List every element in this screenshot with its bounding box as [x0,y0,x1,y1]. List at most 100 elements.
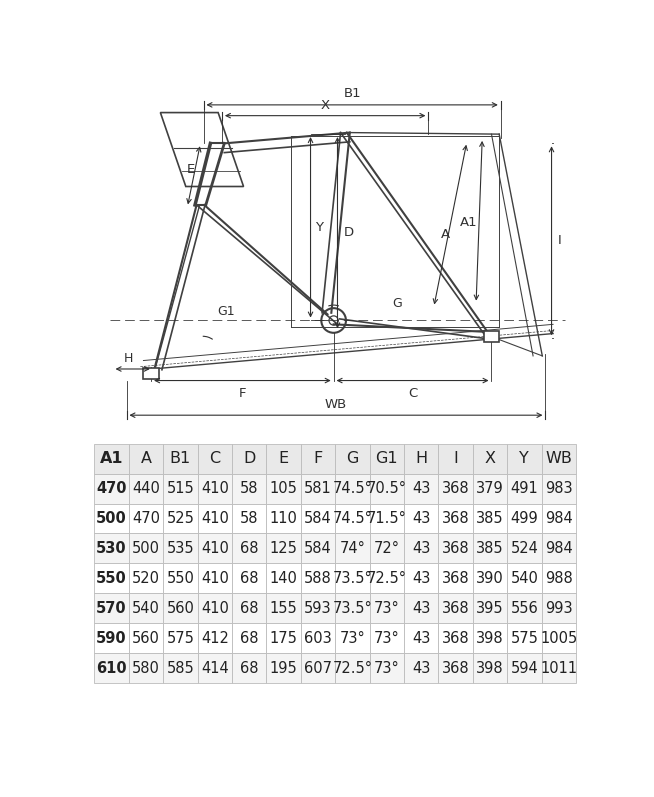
Bar [438,444,473,473]
Text: 410: 410 [201,541,229,556]
Bar [198,444,232,473]
Text: 410: 410 [201,601,229,616]
Bar [198,654,232,683]
Text: 71.5°: 71.5° [367,511,407,526]
Text: 584: 584 [304,541,332,556]
Bar [404,654,438,683]
Text: I: I [558,234,561,247]
Text: 500: 500 [96,511,127,526]
Text: 530: 530 [96,541,127,556]
Bar [301,593,336,623]
Text: 43: 43 [412,541,430,556]
Bar [404,473,438,504]
Text: 43: 43 [412,511,430,526]
Text: A1: A1 [460,216,477,230]
Bar [404,623,438,654]
Bar [473,504,507,533]
Text: D: D [343,226,354,239]
Bar [94,654,129,683]
Bar [198,504,232,533]
Bar [438,654,473,683]
Text: I: I [453,451,458,466]
Bar [198,563,232,593]
Text: A: A [141,451,152,466]
Text: 398: 398 [476,661,504,676]
Bar [370,563,404,593]
Bar [266,563,301,593]
Text: 607: 607 [304,661,332,676]
Text: 368: 368 [441,511,470,526]
Bar [542,533,576,563]
Bar [232,563,266,593]
Text: 556: 556 [511,601,538,616]
Text: 470: 470 [132,511,160,526]
Text: 560: 560 [132,630,160,646]
Text: 43: 43 [412,661,430,676]
Bar [473,444,507,473]
Bar [94,563,129,593]
Text: 984: 984 [545,541,573,556]
Bar [266,504,301,533]
Text: B1: B1 [170,451,191,466]
Text: 43: 43 [412,601,430,616]
Bar [370,504,404,533]
Text: H: H [415,451,427,466]
Text: Y: Y [315,221,323,234]
Bar [404,563,438,593]
Text: 590: 590 [96,630,127,646]
Text: 73°: 73° [374,601,400,616]
Bar [542,593,576,623]
Text: 58: 58 [240,511,258,526]
Text: 140: 140 [269,571,298,586]
Text: 73°: 73° [339,630,365,646]
Bar [301,563,336,593]
Text: 470: 470 [96,481,127,496]
Text: 550: 550 [96,571,127,586]
Bar [370,623,404,654]
Text: 500: 500 [132,541,160,556]
Bar [404,504,438,533]
Bar [266,654,301,683]
Text: B1: B1 [343,87,361,100]
Bar [164,444,198,473]
Text: 414: 414 [201,661,229,676]
Text: 398: 398 [476,630,504,646]
Text: 74°: 74° [339,541,366,556]
Text: 72.5°: 72.5° [332,661,372,676]
Bar [336,533,370,563]
Bar [266,623,301,654]
Bar [232,593,266,623]
Bar [507,563,542,593]
Text: 593: 593 [304,601,332,616]
Text: 43: 43 [412,481,430,496]
Text: 385: 385 [476,541,504,556]
Bar [301,654,336,683]
Bar [336,654,370,683]
Text: 68: 68 [240,630,258,646]
Text: 390: 390 [476,571,504,586]
Bar [336,593,370,623]
Text: 610: 610 [96,661,127,676]
Text: 105: 105 [269,481,298,496]
Bar [164,654,198,683]
Text: E: E [279,451,288,466]
Bar [94,473,129,504]
Bar [266,444,301,473]
Text: 525: 525 [167,511,194,526]
Bar [507,473,542,504]
Bar [94,533,129,563]
Text: G1: G1 [217,304,235,318]
Text: H: H [124,352,133,366]
Text: 125: 125 [269,541,298,556]
Text: 43: 43 [412,630,430,646]
Bar [370,473,404,504]
Bar [370,533,404,563]
Bar [438,623,473,654]
Text: 58: 58 [240,481,258,496]
Bar [438,593,473,623]
Text: 993: 993 [545,601,572,616]
Bar [473,563,507,593]
Text: 550: 550 [167,571,194,586]
Bar [198,473,232,504]
Text: 410: 410 [201,571,229,586]
